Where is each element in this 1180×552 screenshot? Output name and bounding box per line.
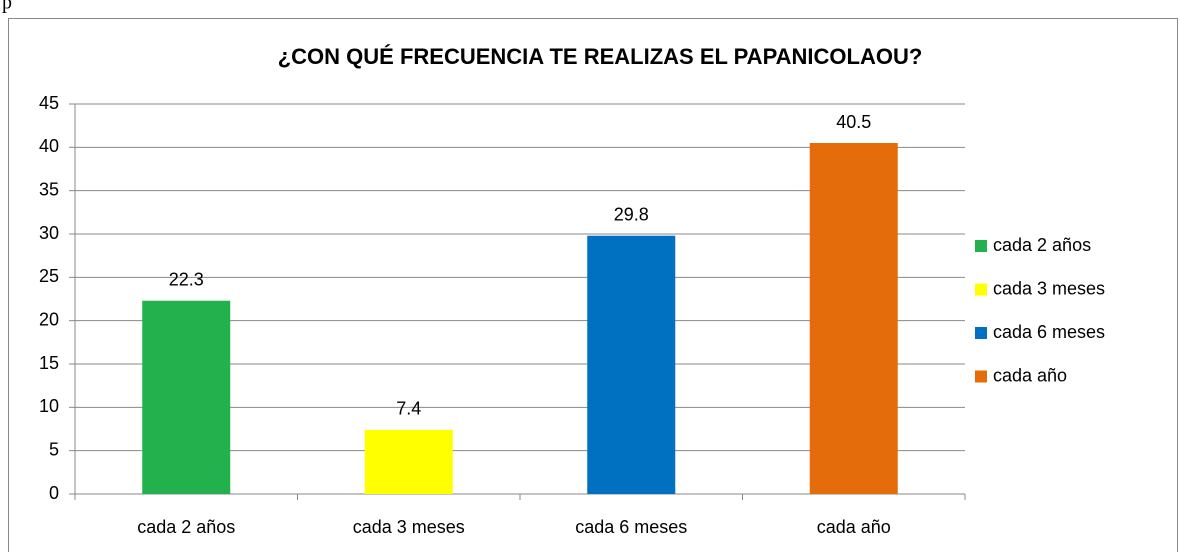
legend-label: cada 6 meses xyxy=(993,322,1105,342)
y-tick-label: 35 xyxy=(39,179,59,199)
y-tick-label: 0 xyxy=(49,483,59,503)
data-label: 29.8 xyxy=(614,204,649,224)
text-fragment: p xyxy=(2,0,12,14)
legend-swatch xyxy=(975,327,987,339)
legend-swatch xyxy=(975,370,987,383)
legend-label: cada 2 años xyxy=(993,235,1091,255)
x-tick-label: cada 3 meses xyxy=(353,517,465,537)
x-tick-label: cada 2 años xyxy=(137,517,235,537)
legend-label: cada 3 meses xyxy=(993,278,1105,298)
data-label: 40.5 xyxy=(836,112,871,132)
y-tick-label: 40 xyxy=(39,136,59,156)
y-tick-label: 45 xyxy=(39,93,59,113)
y-tick-label: 20 xyxy=(39,309,59,329)
bar xyxy=(364,429,453,494)
y-tick-label: 25 xyxy=(39,266,59,286)
x-tick-label: cada año xyxy=(817,517,891,537)
legend-swatch xyxy=(975,283,987,296)
y-tick-label: 15 xyxy=(39,353,59,373)
y-tick-label: 30 xyxy=(39,223,59,243)
legend-label: cada año xyxy=(993,365,1067,385)
bar xyxy=(809,143,898,494)
data-label: 22.3 xyxy=(169,269,204,289)
data-label: 7.4 xyxy=(396,399,421,419)
bar xyxy=(587,235,676,494)
y-tick-label: 5 xyxy=(49,439,59,459)
chart-title: ¿CON QUÉ FRECUENCIA TE REALIZAS EL PAPAN… xyxy=(278,44,923,69)
legend-swatch xyxy=(975,240,987,252)
bar xyxy=(142,300,231,494)
y-tick-label: 10 xyxy=(39,396,59,416)
x-tick-label: cada 6 meses xyxy=(575,517,687,537)
